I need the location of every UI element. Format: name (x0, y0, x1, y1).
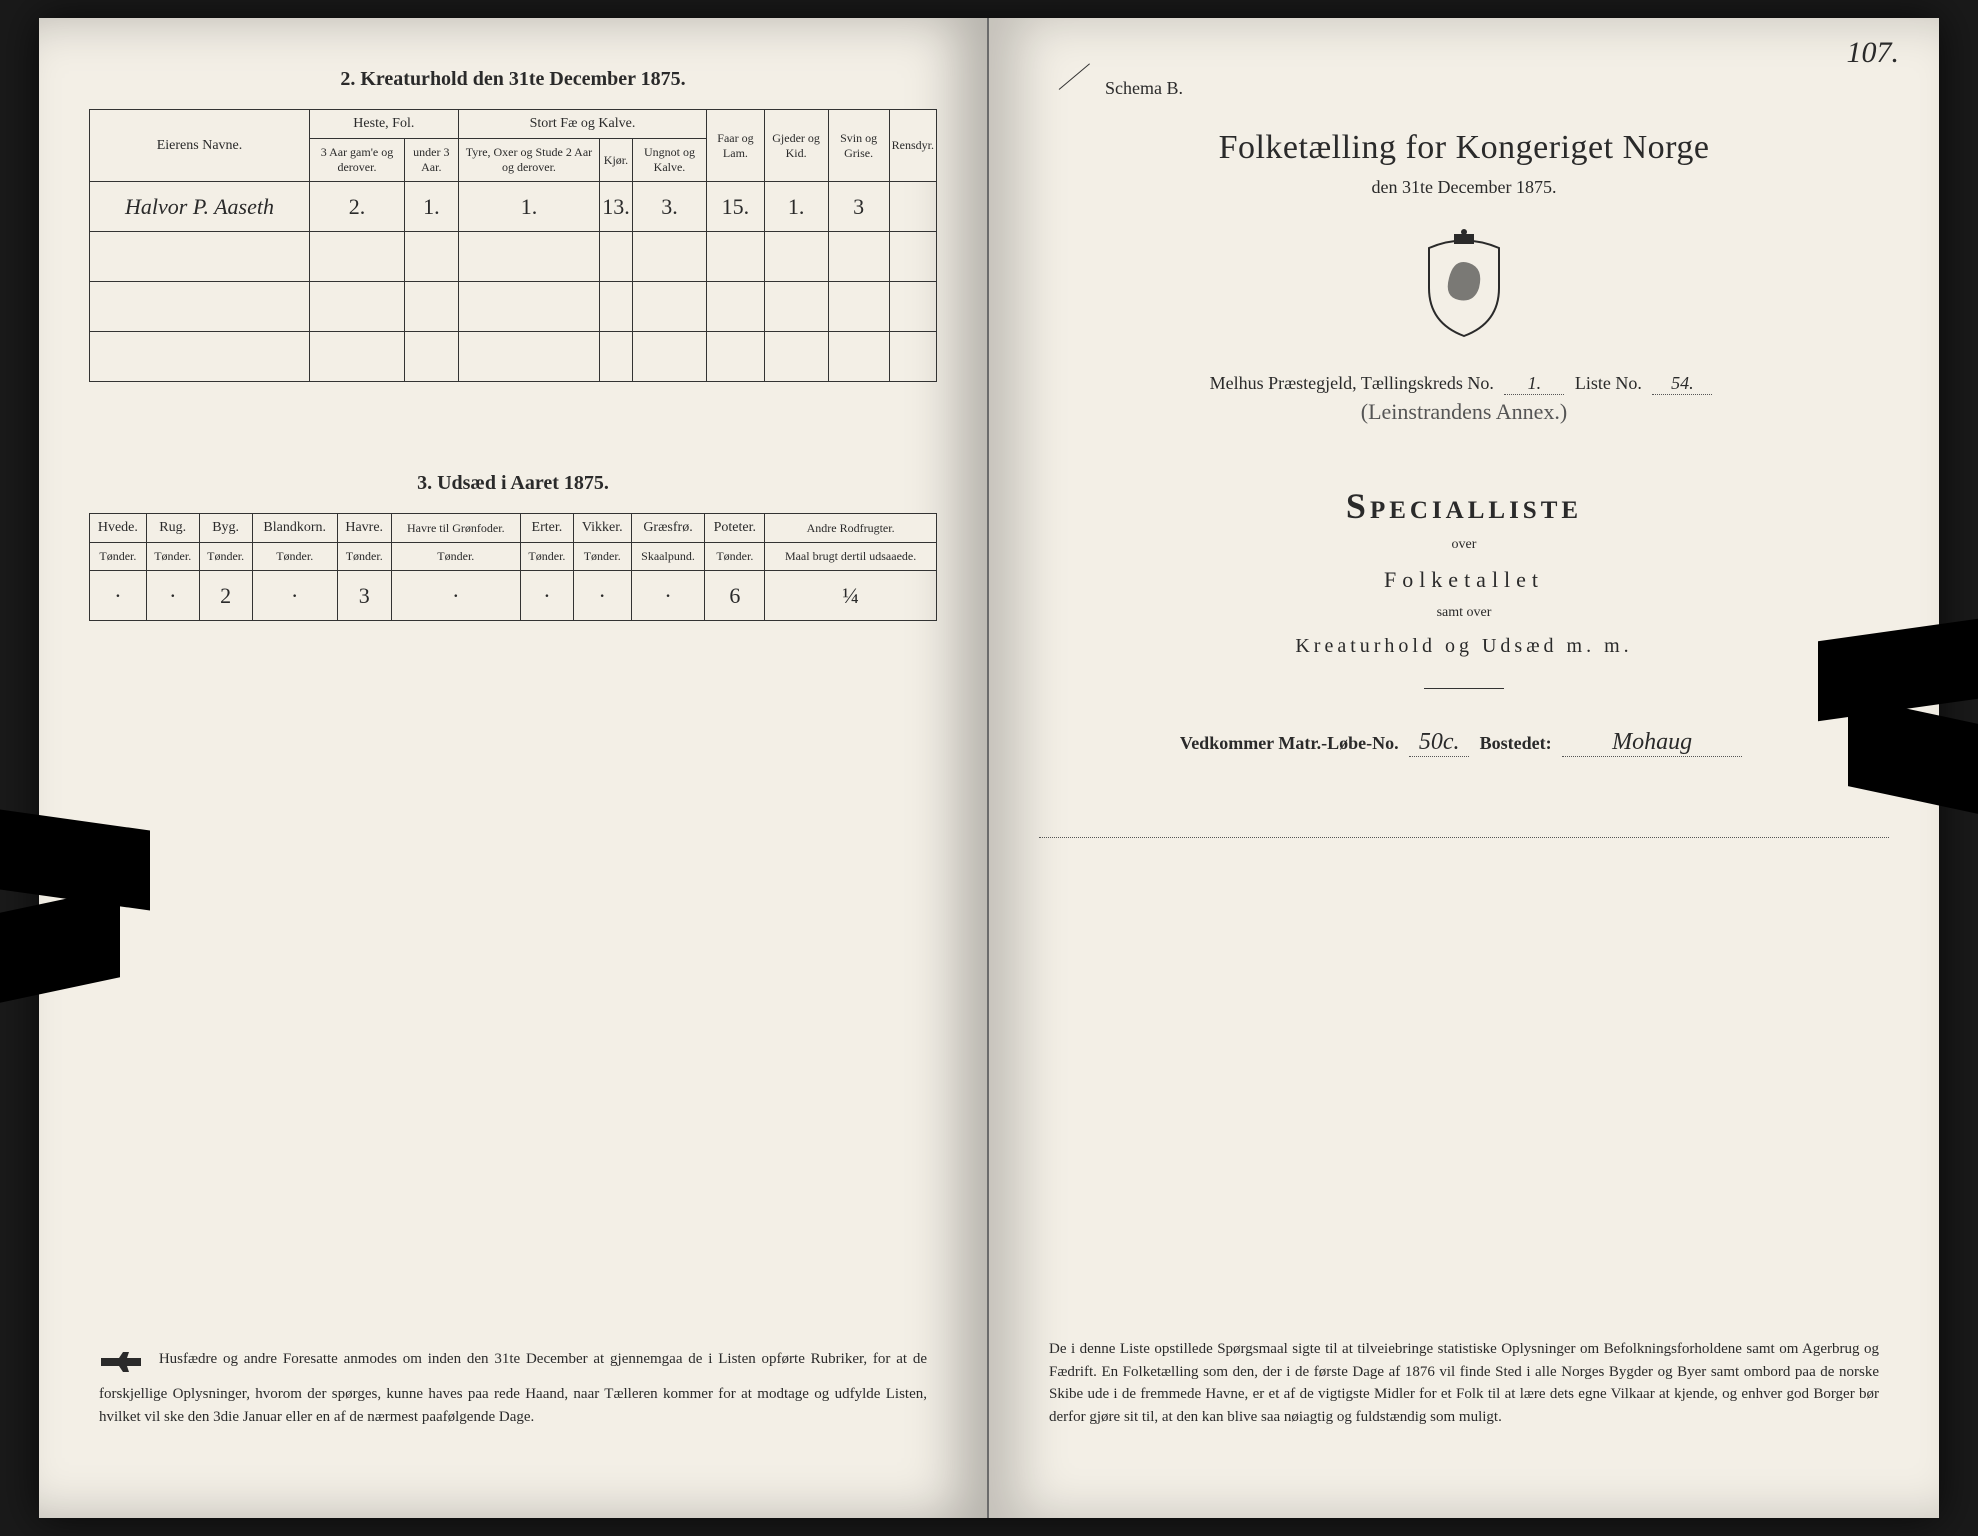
col: Havre til Grønfoder. (391, 514, 520, 543)
col-stort-a: Tyre, Oxer og Stude 2 Aar og derover. (458, 139, 600, 182)
label: samt over (1039, 605, 1889, 621)
label: Kreaturhold og Udsæd m. m. (1039, 635, 1889, 658)
unit: Tønder. (252, 543, 337, 571)
unit: Tønder. (337, 543, 391, 571)
col-heste-b: under 3 Aar. (404, 139, 458, 182)
col-heste-a: 3 Aar gam'e og derover. (310, 139, 405, 182)
property-line: Vedkommer Matr.-Løbe-No. 50c. Bostedet: … (1039, 729, 1889, 757)
cell (889, 182, 936, 232)
main-title: Folketælling for Kongeriget Norge (1039, 129, 1889, 167)
col-stort-b: Kjør. (600, 139, 633, 182)
cell: 3 (828, 182, 889, 232)
livestock-table: Eierens Navne. Heste, Fol. Stort Fæ og K… (89, 109, 937, 382)
label: Folketallet (1039, 567, 1889, 593)
cell: · (146, 571, 199, 621)
pointing-hand-icon (99, 1348, 143, 1384)
unit: Tønder. (146, 543, 199, 571)
cell: · (252, 571, 337, 621)
label: Bostedet: (1480, 733, 1552, 753)
label: Melhus Præstegjeld, Tællingskreds No. (1210, 373, 1494, 393)
cell: ¼ (765, 571, 937, 621)
cell-owner: Halvor P. Aaseth (90, 182, 310, 232)
left-footer: Husfædre og andre Foresatte anmodes om i… (99, 1348, 927, 1429)
schema-label: Schema B. (1059, 78, 1889, 99)
open-book: 2. Kreaturhold den 31te December 1875. E… (39, 18, 1939, 1518)
footer-text: De i denne Liste opstillede Spørgsmaal s… (1049, 1341, 1879, 1425)
value: 1. (1504, 373, 1564, 395)
cell: · (573, 571, 631, 621)
seed-table: Hvede. Rug. Byg. Blandkorn. Havre. Havre… (89, 513, 937, 621)
colgroup-stort: Stort Fæ og Kalve. (458, 110, 707, 139)
unit: Tønder. (199, 543, 252, 571)
district-line: Melhus Præstegjeld, Tællingskreds No. 1.… (1039, 373, 1889, 395)
cell: · (520, 571, 573, 621)
unit: Skaalpund. (631, 543, 705, 571)
col: Vikker. (573, 514, 631, 543)
col: Erter. (520, 514, 573, 543)
value: Mohaug (1562, 729, 1742, 757)
divider (1039, 837, 1889, 838)
table-row (90, 332, 937, 382)
col: Poteter. (705, 514, 765, 543)
cell: 6 (705, 571, 765, 621)
right-page: 107. Schema B. Folketælling for Kongerig… (989, 18, 1939, 1518)
label: Liste No. (1575, 373, 1642, 393)
table-row: · · 2 · 3 · · · · 6 ¼ (90, 571, 937, 621)
col: Blandkorn. (252, 514, 337, 543)
coat-of-arms-icon (1039, 228, 1889, 343)
label: over (1039, 537, 1889, 553)
cell: · (631, 571, 705, 621)
value: 54. (1652, 373, 1712, 395)
cell: 3. (632, 182, 707, 232)
col-rens: Rensdyr. (889, 110, 936, 182)
unit: Tønder. (391, 543, 520, 571)
section2-title: 2. Kreaturhold den 31te December 1875. (89, 68, 937, 91)
cell: · (391, 571, 520, 621)
divider (1424, 688, 1504, 689)
col: Andre Rodfrugter. (765, 514, 937, 543)
unit: Tønder. (520, 543, 573, 571)
right-footer: De i denne Liste opstillede Spørgsmaal s… (1049, 1338, 1879, 1428)
col-faar: Faar og Lam. (707, 110, 764, 182)
table-row (90, 232, 937, 282)
unit: Tønder. (90, 543, 147, 571)
col: Rug. (146, 514, 199, 543)
cell: 3 (337, 571, 391, 621)
page-number: 107. (1847, 36, 1900, 70)
col-svin: Svin og Grise. (828, 110, 889, 182)
cell: 13. (600, 182, 633, 232)
col-owner: Eierens Navne. (90, 110, 310, 182)
table-row: Halvor P. Aaseth 2. 1. 1. 13. 3. 15. 1. … (90, 182, 937, 232)
specialliste-title: Specialliste (1039, 485, 1889, 527)
handwritten-annex: (Leinstrandens Annex.) (1039, 399, 1889, 425)
colgroup-heste: Heste, Fol. (310, 110, 459, 139)
unit: Tønder. (705, 543, 765, 571)
label: Vedkommer Matr.-Løbe-No. (1180, 733, 1399, 753)
cell: 15. (707, 182, 764, 232)
cell: 2 (199, 571, 252, 621)
left-page: 2. Kreaturhold den 31te December 1875. E… (39, 18, 989, 1518)
col: Byg. (199, 514, 252, 543)
col-gjed: Gjeder og Kid. (764, 110, 828, 182)
cell: 2. (310, 182, 405, 232)
col: Hvede. (90, 514, 147, 543)
unit: Tønder. (573, 543, 631, 571)
cell: · (90, 571, 147, 621)
col-stort-c: Ungnot og Kalve. (632, 139, 707, 182)
cell: 1. (458, 182, 600, 232)
col: Havre. (337, 514, 391, 543)
cell: 1. (764, 182, 828, 232)
value: 50c. (1409, 729, 1469, 757)
unit: Maal brugt dertil udsaaede. (765, 543, 937, 571)
footer-text: Husfædre og andre Foresatte anmodes om i… (99, 1351, 927, 1425)
col: Græsfrø. (631, 514, 705, 543)
sub-title: den 31te December 1875. (1039, 177, 1889, 198)
section3-title: 3. Udsæd i Aaret 1875. (89, 472, 937, 495)
cell: 1. (404, 182, 458, 232)
table-row (90, 282, 937, 332)
